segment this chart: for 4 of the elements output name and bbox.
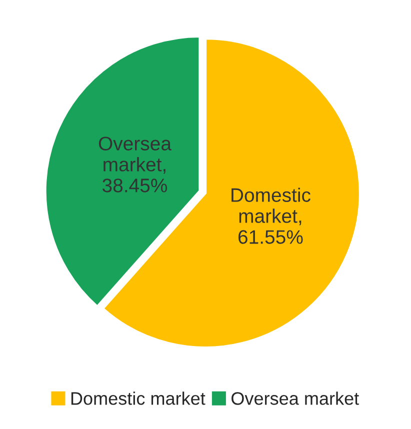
data-label: Domestic market, 61.55% bbox=[232, 188, 310, 244]
legend-label: Oversea market bbox=[232, 392, 359, 405]
data-label: Oversea market, 38.45% bbox=[98, 136, 172, 192]
legend-label: Domestic market bbox=[71, 392, 206, 405]
